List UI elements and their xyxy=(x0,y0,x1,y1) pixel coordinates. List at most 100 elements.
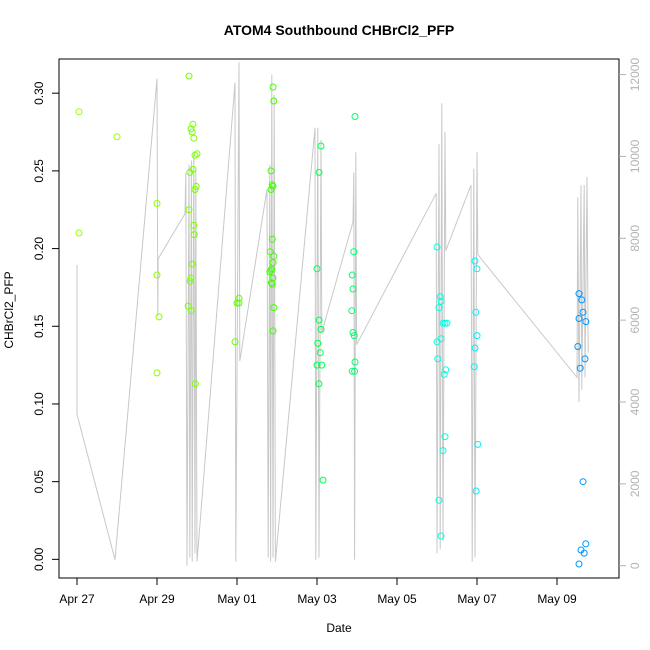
data-point-73 xyxy=(435,304,443,312)
data-point-90 xyxy=(471,344,479,352)
data-point-36 xyxy=(269,182,277,190)
data-point-15 xyxy=(186,168,194,176)
data-point-7 xyxy=(185,72,193,80)
data-point-106 xyxy=(575,560,583,568)
data-point-19 xyxy=(190,221,198,229)
x-axis: Apr 27 Apr 29 May 01 May 03 May 05 May 07 May … xyxy=(59,578,577,606)
data-point-103 xyxy=(582,540,590,548)
x-tick-label: May 07 xyxy=(457,592,497,606)
data-point-32 xyxy=(270,97,278,105)
data-point-89 xyxy=(473,332,481,340)
data-point-37 xyxy=(268,235,276,243)
right-y-tick-label: 10000 xyxy=(628,139,642,173)
data-point-20 xyxy=(190,231,198,239)
right-y-tick-label: 8000 xyxy=(628,225,642,252)
data-point-51 xyxy=(313,265,321,273)
data-point-92 xyxy=(474,440,482,448)
data-point-1 xyxy=(75,229,83,237)
y-tick-label: 0.00 xyxy=(32,547,46,571)
x-tick-label: May 03 xyxy=(297,592,337,606)
data-point-30 xyxy=(231,338,239,346)
right-y-axis: 0 2000 4000 6000 8000 10000 12000 xyxy=(619,58,642,569)
data-point-49 xyxy=(317,142,325,150)
data-point-2 xyxy=(113,133,121,141)
data-point-62 xyxy=(348,271,356,279)
data-point-64 xyxy=(348,307,356,315)
data-point-61 xyxy=(350,248,358,256)
data-point-6 xyxy=(153,369,161,377)
y-tick-label: 0.05 xyxy=(32,470,46,494)
data-point-11 xyxy=(190,134,198,142)
data-point-105 xyxy=(580,549,588,557)
data-point-80 xyxy=(442,366,450,374)
data-point-84 xyxy=(435,496,443,504)
data-point-54 xyxy=(314,339,322,347)
data-point-59 xyxy=(319,476,327,484)
data-point-52 xyxy=(315,316,323,324)
data-point-10 xyxy=(188,128,196,136)
data-point-97 xyxy=(575,315,583,322)
data-point-18 xyxy=(185,206,193,214)
data-point-70 xyxy=(433,243,441,251)
data-point-17 xyxy=(191,186,199,193)
y-axis-label: CHBrCl2_PFP xyxy=(2,271,16,348)
data-point-85 xyxy=(437,532,445,540)
data-point-91 xyxy=(470,363,478,371)
data-point-31 xyxy=(269,83,277,91)
x-tick-label: May 01 xyxy=(217,592,257,606)
data-point-63 xyxy=(349,285,357,293)
data-point-98 xyxy=(582,318,590,326)
data-point-58 xyxy=(315,380,323,388)
data-point-3 xyxy=(153,200,161,207)
altitude-trace-line xyxy=(76,62,589,566)
plot-frame xyxy=(58,58,620,579)
data-point-96 xyxy=(579,308,587,316)
right-y-tick-label: 2000 xyxy=(628,470,642,497)
data-point-95 xyxy=(578,296,586,304)
data-point-87 xyxy=(473,265,481,273)
data-point-100 xyxy=(581,355,589,363)
data-point-42 xyxy=(267,266,275,274)
data-point-29 xyxy=(235,299,243,307)
data-point-78 xyxy=(433,338,441,346)
data-point-4 xyxy=(153,271,161,279)
data-point-99 xyxy=(574,343,582,350)
data-point-68 xyxy=(348,367,356,375)
data-point-27 xyxy=(235,294,243,302)
data-point-88 xyxy=(472,308,480,316)
data-point-21 xyxy=(188,260,196,268)
x-tick-label: Apr 27 xyxy=(59,592,95,606)
x-tick-label: May 05 xyxy=(377,592,417,606)
data-point-53 xyxy=(317,325,325,333)
data-point-43 xyxy=(266,268,274,276)
data-point-13 xyxy=(193,150,201,158)
data-point-83 xyxy=(439,447,447,455)
y-tick-label: 0.25 xyxy=(32,159,46,183)
data-point-0 xyxy=(75,108,83,116)
data-point-69 xyxy=(351,367,359,375)
data-point-47 xyxy=(270,304,278,312)
data-point-25 xyxy=(187,307,195,315)
data-point-23 xyxy=(186,277,194,285)
data-point-67 xyxy=(351,358,359,366)
data-point-57 xyxy=(318,361,326,369)
data-point-102 xyxy=(579,478,587,486)
data-point-55 xyxy=(316,349,324,357)
data-point-94 xyxy=(575,290,583,298)
data-point-65 xyxy=(349,329,357,336)
data-point-76 xyxy=(443,319,451,327)
data-point-60 xyxy=(351,113,359,120)
data-point-81 xyxy=(440,370,448,378)
data-points-layer xyxy=(75,72,590,568)
right-y-tick-label: 0 xyxy=(628,562,642,569)
data-point-86 xyxy=(471,257,479,265)
x-axis-label: Date xyxy=(326,621,352,635)
right-y-tick-label: 4000 xyxy=(628,388,642,415)
data-point-26 xyxy=(191,380,199,388)
data-point-79 xyxy=(434,355,442,363)
data-point-66 xyxy=(350,332,358,340)
right-y-tick-label: 12000 xyxy=(628,58,642,92)
data-point-12 xyxy=(191,151,199,159)
